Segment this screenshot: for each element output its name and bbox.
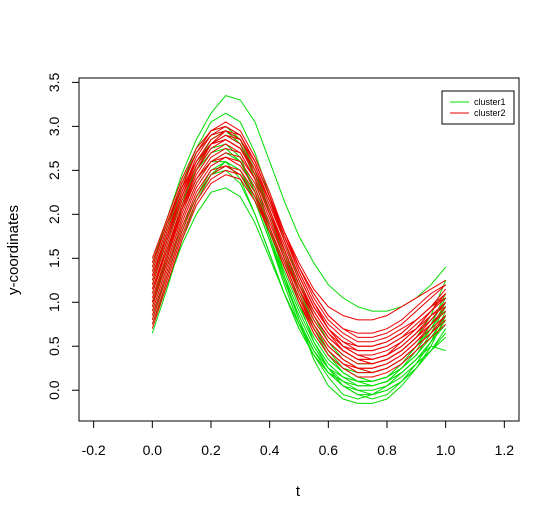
curve-cluster1-13 <box>151 143 447 396</box>
curve-cluster2-14 <box>151 165 447 369</box>
y-tick-label: 2.5 <box>46 160 62 180</box>
curve-cluster2-19 <box>151 139 447 365</box>
legend-box <box>441 90 515 125</box>
curve-cluster2-16 <box>151 169 447 374</box>
x-tick-label: 0.0 <box>143 442 163 458</box>
curve-cluster2-3 <box>151 139 447 360</box>
curve-cluster2-2 <box>151 130 447 352</box>
curve-cluster1-14 <box>151 147 447 382</box>
x-tick-label: 0.2 <box>201 442 221 458</box>
y-axis-title: y-coordinates <box>5 205 22 295</box>
x-tick-label: -0.2 <box>82 442 106 458</box>
y-tick-label: 0.0 <box>46 380 62 400</box>
x-tick-label: 0.6 <box>319 442 339 458</box>
x-axis: -0.2 0.0 0.2 0.4 0.6 0.8 1.0 1.2 <box>82 420 515 458</box>
legend: cluster1 cluster2 <box>441 90 515 125</box>
curve-cluster2-9 <box>151 134 447 356</box>
curve-cluster2-17 <box>151 130 447 360</box>
y-tick-label: 0.5 <box>46 336 62 356</box>
curve-cluster2-0 <box>151 125 446 321</box>
y-tick-label: 1.5 <box>46 248 62 268</box>
x-tick-label: 0.8 <box>377 442 397 458</box>
legend-label-cluster2: cluster2 <box>474 108 506 118</box>
curve-cluster2-1 <box>151 121 447 343</box>
y-axis: 0.0 0.5 1.0 1.5 2.0 2.5 3.0 3.5 <box>46 72 80 400</box>
curve-cluster2-12 <box>151 152 447 365</box>
curve-cluster1-11 <box>151 160 447 387</box>
plot-frame <box>78 77 520 422</box>
y-tick-label: 2.0 <box>46 204 62 224</box>
curve-cluster1-0 <box>151 95 447 312</box>
y-tick-label: 3.0 <box>46 116 62 136</box>
curve-cluster2-18 <box>151 156 447 360</box>
legend-label-cluster1: cluster1 <box>474 97 506 107</box>
x-tick-label: 1.2 <box>495 442 515 458</box>
curve-cluster2-4 <box>151 147 447 365</box>
y-tick-label: 3.5 <box>46 72 62 92</box>
x-tick-label: 0.4 <box>260 442 280 458</box>
curve-cluster1-9 <box>151 130 447 382</box>
curve-cluster1-8 <box>151 134 447 387</box>
x-tick-label: 1.0 <box>436 442 456 458</box>
curve-cluster1-4 <box>151 161 447 387</box>
series-cluster2 <box>151 121 447 378</box>
y-tick-label: 1.0 <box>46 292 62 312</box>
x-axis-title: t <box>296 483 301 500</box>
series-cluster1 <box>151 95 447 404</box>
